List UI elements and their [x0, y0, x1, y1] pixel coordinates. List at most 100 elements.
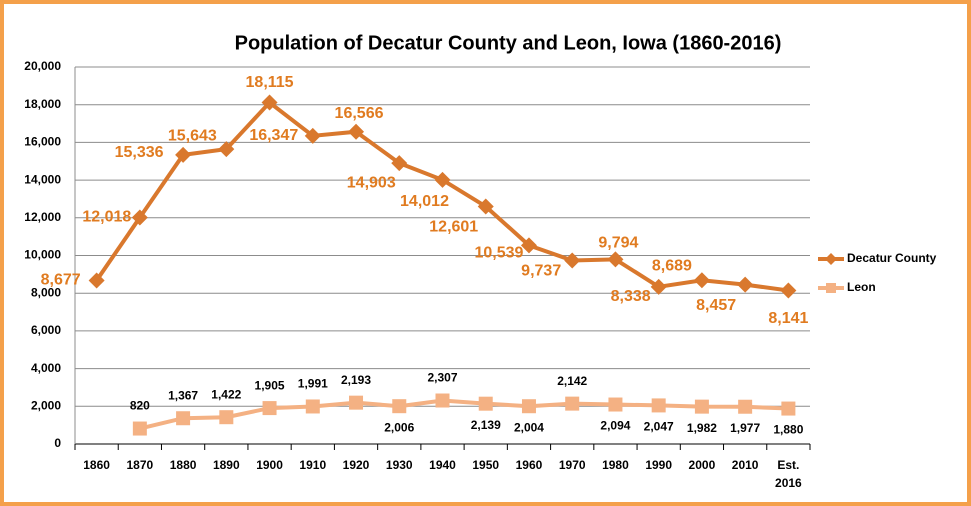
data-marker — [305, 399, 320, 414]
data-marker — [262, 401, 277, 416]
y-tick-label: 20,000 — [24, 59, 61, 73]
chart-title: Population of Decatur County and Leon, I… — [235, 32, 782, 54]
y-tick-label: 18,000 — [24, 97, 61, 111]
data-marker — [176, 411, 191, 426]
x-tick-label: 1930 — [385, 458, 413, 472]
x-tick-label: 1950 — [472, 458, 500, 472]
data-label: 15,643 — [168, 127, 217, 144]
x-tick-label: 1860 — [83, 458, 110, 472]
data-marker — [392, 399, 407, 414]
legend-marker — [825, 253, 837, 265]
data-label: 2,094 — [600, 419, 630, 433]
data-label: 8,141 — [768, 310, 808, 327]
data-marker — [304, 127, 321, 144]
data-label: 1,367 — [168, 388, 198, 402]
data-label: 1,977 — [730, 421, 760, 435]
data-marker — [348, 123, 365, 140]
data-marker — [434, 171, 451, 188]
data-marker — [565, 396, 580, 411]
x-tick-label: 2000 — [688, 458, 716, 472]
data-marker — [477, 198, 494, 215]
data-marker — [391, 155, 408, 172]
data-label: 10,539 — [475, 245, 524, 262]
data-marker — [261, 94, 278, 111]
data-label: 1,905 — [255, 378, 285, 392]
data-marker — [478, 396, 493, 411]
data-marker — [132, 421, 147, 436]
x-tick-label: 2010 — [731, 458, 759, 472]
data-label: 8,338 — [611, 288, 651, 305]
data-marker — [738, 399, 753, 414]
data-marker — [608, 397, 623, 412]
x-tick-label: 1920 — [342, 458, 370, 472]
data-marker — [218, 141, 235, 158]
x-tick-label: 1870 — [126, 458, 154, 472]
data-marker — [520, 237, 537, 254]
data-label: 8,677 — [41, 272, 81, 289]
x-tick-label: Est. 2016 — [775, 458, 802, 490]
y-tick-label: 8,000 — [31, 285, 61, 299]
x-tick-label: 1960 — [515, 458, 543, 472]
data-marker — [175, 146, 192, 163]
data-label: 12,018 — [82, 209, 131, 226]
data-marker — [780, 282, 797, 299]
data-label: 2,307 — [427, 371, 457, 385]
data-label: 2,139 — [471, 418, 501, 432]
data-marker — [693, 272, 710, 289]
data-label: 18,115 — [246, 74, 294, 91]
data-label: 8,689 — [652, 257, 692, 274]
data-marker — [564, 252, 581, 269]
data-label: 2,142 — [557, 374, 587, 388]
x-tick-label: 1940 — [429, 458, 456, 472]
series-line — [139, 398, 789, 431]
data-label: 9,794 — [598, 235, 638, 252]
y-tick-label: 14,000 — [24, 172, 61, 186]
data-label: 2,004 — [514, 420, 544, 434]
data-label: 16,566 — [335, 105, 384, 122]
x-tick-label: 1990 — [645, 458, 673, 472]
y-tick-label: 4,000 — [31, 361, 61, 375]
y-tick-label: 10,000 — [24, 248, 61, 262]
data-label: 2,193 — [341, 373, 371, 387]
data-label: 1,991 — [298, 377, 328, 391]
data-label: 8,457 — [696, 297, 736, 314]
data-marker — [607, 251, 624, 268]
data-label: 15,336 — [115, 144, 164, 161]
data-label: 1,880 — [773, 423, 803, 437]
x-tick-label: 1970 — [558, 458, 586, 472]
data-marker — [694, 399, 709, 414]
data-label: 14,012 — [400, 193, 449, 210]
data-label: 2,047 — [644, 420, 674, 434]
data-label: 820 — [130, 399, 150, 413]
data-label: 1,422 — [211, 387, 241, 401]
x-tick-label: 1880 — [169, 458, 197, 472]
data-marker — [737, 276, 754, 293]
data-label: 16,347 — [249, 127, 298, 144]
x-tick-label: 1910 — [299, 458, 327, 472]
data-marker — [349, 395, 364, 410]
data-label: 1,982 — [687, 421, 717, 435]
legend-label: Decatur County — [847, 251, 937, 265]
y-tick-label: 0 — [54, 436, 61, 450]
data-marker — [88, 272, 105, 289]
data-label: 2,006 — [384, 420, 414, 434]
data-label: 9,737 — [521, 263, 561, 280]
y-tick-label: 16,000 — [24, 135, 61, 149]
y-tick-label: 2,000 — [31, 398, 61, 412]
x-tick-label: 1900 — [256, 458, 283, 472]
y-tick-label: 6,000 — [31, 323, 61, 337]
legend-marker — [826, 283, 836, 293]
data-marker — [651, 398, 666, 413]
data-label: 12,601 — [429, 219, 478, 236]
x-tick-label: 1980 — [602, 458, 629, 472]
data-marker — [521, 399, 536, 414]
x-tick-label: 1890 — [212, 458, 240, 472]
legend-label: Leon — [847, 280, 876, 294]
data-marker — [650, 278, 667, 295]
data-marker — [435, 393, 450, 408]
y-tick-label: 12,000 — [24, 210, 61, 224]
data-marker — [781, 401, 796, 416]
